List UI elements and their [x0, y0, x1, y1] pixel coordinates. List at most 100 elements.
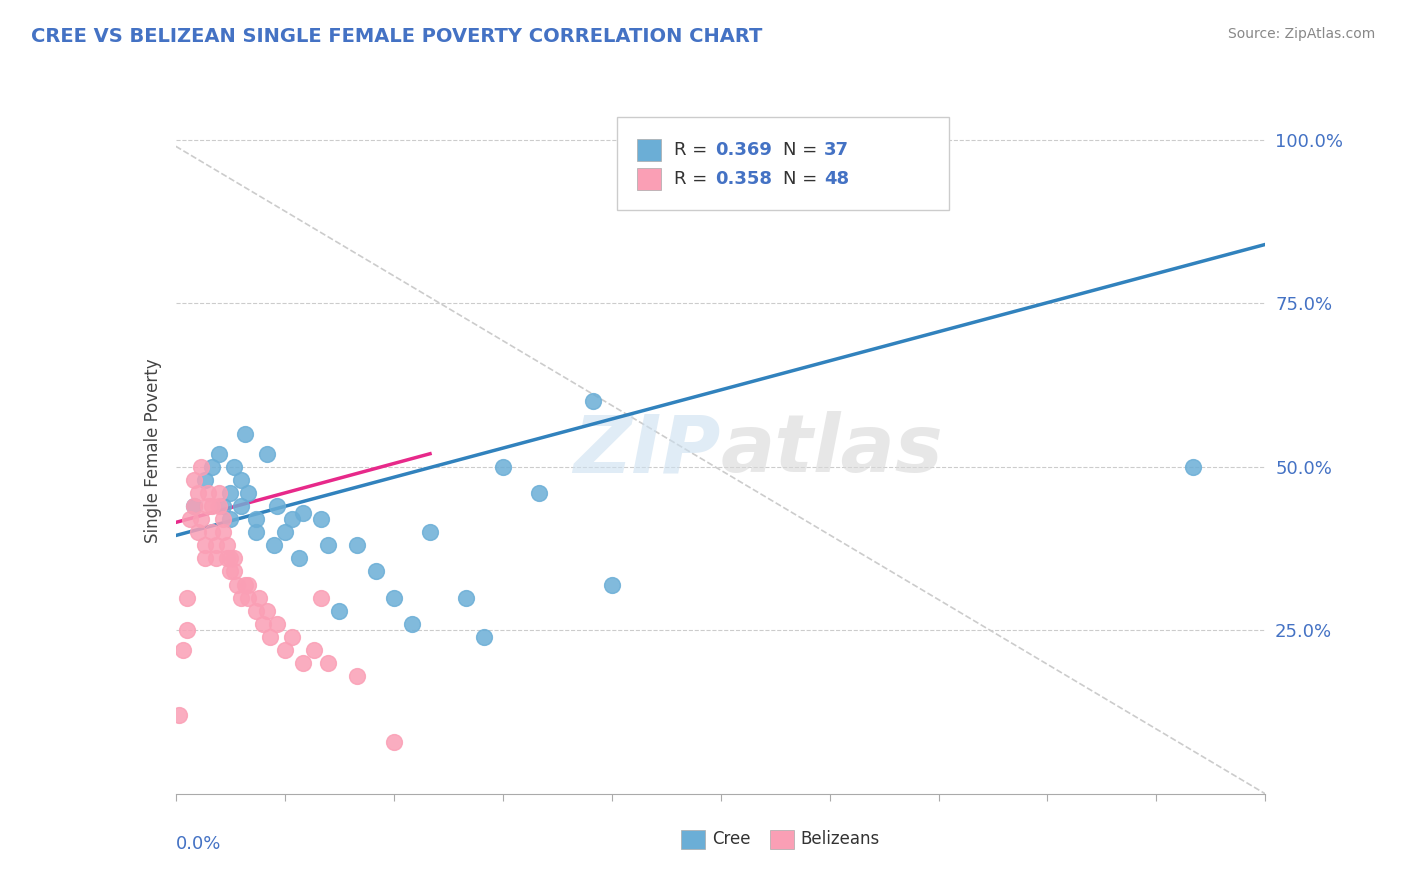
- Point: [219, 551, 242, 566]
- Point: [401, 616, 423, 631]
- Point: [222, 459, 245, 474]
- Text: 0.369: 0.369: [716, 141, 772, 160]
- Point: [215, 551, 238, 566]
- Point: [179, 512, 201, 526]
- Point: [328, 604, 350, 618]
- Point: [190, 459, 212, 474]
- Point: [233, 577, 256, 591]
- Point: [183, 499, 205, 513]
- Point: [190, 512, 212, 526]
- Point: [256, 604, 278, 618]
- Point: [231, 499, 253, 513]
- FancyBboxPatch shape: [617, 118, 949, 211]
- Point: [252, 616, 274, 631]
- Point: [527, 486, 550, 500]
- Y-axis label: Single Female Poverty: Single Female Poverty: [143, 359, 162, 542]
- Point: [266, 616, 288, 631]
- Text: Cree: Cree: [711, 830, 751, 848]
- Point: [222, 565, 245, 579]
- Text: ZIP: ZIP: [574, 411, 721, 490]
- Point: [346, 669, 368, 683]
- Point: [231, 591, 253, 605]
- Text: N =: N =: [783, 170, 823, 188]
- Point: [245, 604, 267, 618]
- FancyBboxPatch shape: [769, 830, 793, 849]
- Point: [176, 624, 198, 638]
- Point: [382, 591, 405, 605]
- Point: [274, 525, 297, 540]
- Text: Belizeans: Belizeans: [800, 830, 879, 848]
- Point: [194, 473, 217, 487]
- Point: [474, 630, 496, 644]
- Point: [226, 577, 249, 591]
- Point: [456, 591, 478, 605]
- Point: [186, 525, 209, 540]
- Point: [364, 565, 387, 579]
- Text: CREE VS BELIZEAN SINGLE FEMALE POVERTY CORRELATION CHART: CREE VS BELIZEAN SINGLE FEMALE POVERTY C…: [31, 27, 762, 45]
- Point: [419, 525, 441, 540]
- Point: [183, 499, 205, 513]
- Point: [309, 591, 332, 605]
- Point: [259, 630, 281, 644]
- Point: [172, 643, 194, 657]
- Point: [1181, 459, 1204, 474]
- Point: [318, 538, 340, 552]
- Point: [318, 656, 340, 670]
- Text: N =: N =: [783, 141, 823, 160]
- Point: [256, 447, 278, 461]
- Point: [212, 525, 235, 540]
- Point: [215, 538, 238, 552]
- Point: [309, 512, 332, 526]
- Point: [346, 538, 368, 552]
- Text: 37: 37: [824, 141, 849, 160]
- Point: [197, 499, 219, 513]
- Point: [281, 512, 304, 526]
- FancyBboxPatch shape: [637, 169, 661, 190]
- Point: [183, 473, 205, 487]
- Text: 0.0%: 0.0%: [176, 835, 221, 853]
- Point: [274, 643, 297, 657]
- FancyBboxPatch shape: [637, 139, 661, 161]
- Text: 48: 48: [824, 170, 849, 188]
- Point: [197, 486, 219, 500]
- Text: 0.358: 0.358: [716, 170, 772, 188]
- Point: [492, 459, 515, 474]
- Point: [263, 538, 285, 552]
- Point: [233, 427, 256, 442]
- Point: [201, 459, 224, 474]
- Point: [281, 630, 304, 644]
- Point: [245, 512, 267, 526]
- Point: [382, 734, 405, 748]
- Point: [266, 499, 288, 513]
- Point: [186, 486, 209, 500]
- Point: [201, 499, 224, 513]
- Point: [219, 512, 242, 526]
- Point: [169, 708, 191, 723]
- Point: [212, 499, 235, 513]
- FancyBboxPatch shape: [682, 830, 706, 849]
- Point: [208, 447, 231, 461]
- Text: R =: R =: [673, 141, 713, 160]
- Point: [176, 591, 198, 605]
- Point: [291, 506, 314, 520]
- Point: [222, 551, 245, 566]
- Point: [582, 394, 605, 409]
- Text: Source: ZipAtlas.com: Source: ZipAtlas.com: [1227, 27, 1375, 41]
- Text: R =: R =: [673, 170, 713, 188]
- Point: [247, 591, 270, 605]
- Point: [208, 499, 231, 513]
- Point: [238, 577, 260, 591]
- Point: [204, 551, 226, 566]
- Point: [212, 512, 235, 526]
- Point: [231, 473, 253, 487]
- Point: [194, 551, 217, 566]
- Point: [194, 538, 217, 552]
- Point: [219, 565, 242, 579]
- Point: [600, 577, 623, 591]
- Point: [201, 525, 224, 540]
- Point: [219, 486, 242, 500]
- Point: [891, 159, 914, 173]
- Point: [238, 486, 260, 500]
- Point: [204, 538, 226, 552]
- Point: [291, 656, 314, 670]
